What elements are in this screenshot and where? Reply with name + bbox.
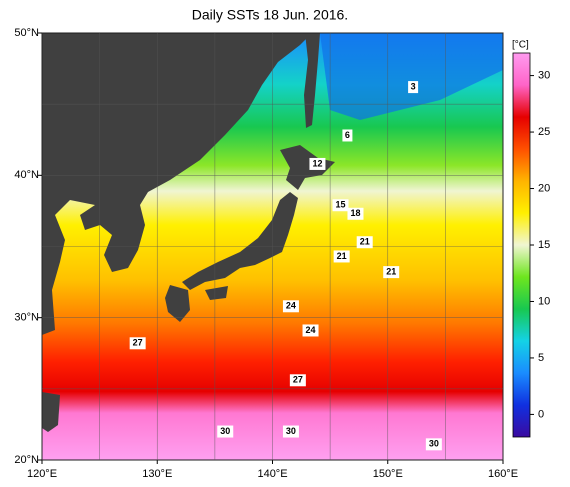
contour-label: 18 bbox=[347, 207, 364, 220]
contour-label-box bbox=[347, 207, 364, 220]
contour-label: 15 bbox=[332, 199, 349, 212]
hokkaido bbox=[280, 145, 335, 190]
contour-label-text: 30 bbox=[220, 426, 230, 436]
contour-label-box bbox=[408, 81, 419, 94]
contour-label-box bbox=[289, 374, 306, 387]
contour-label: 27 bbox=[289, 374, 306, 387]
contour-label-box bbox=[302, 324, 319, 337]
contour-label: 12 bbox=[309, 157, 326, 170]
x-tick-label: 140°E bbox=[257, 468, 287, 480]
colorbar-label: 5 bbox=[538, 352, 544, 364]
contour-label-text: 27 bbox=[293, 375, 303, 385]
contour-label: 21 bbox=[333, 250, 350, 263]
colorbar-label: 15 bbox=[538, 239, 550, 251]
colorbar-label: 30 bbox=[538, 69, 550, 81]
contour-label-text: 18 bbox=[350, 208, 360, 218]
contour-label-box bbox=[282, 300, 299, 313]
contour-label-text: 24 bbox=[286, 301, 296, 311]
contour-label-text: 30 bbox=[429, 439, 439, 449]
y-tick-label: 30°N bbox=[14, 312, 39, 324]
contour-label-text: 3 bbox=[411, 81, 416, 91]
y-tick-label: 20°N bbox=[14, 454, 39, 466]
contour-label-box bbox=[425, 438, 442, 451]
cold-water bbox=[320, 33, 503, 120]
kyushu bbox=[165, 285, 190, 322]
x-tick-label: 150°E bbox=[373, 468, 403, 480]
contour-label-text: 15 bbox=[335, 200, 345, 210]
asia-mainland bbox=[42, 33, 312, 335]
map-title: Daily SSTs 18 Jun. 2016. bbox=[192, 7, 348, 23]
x-tick-label: 130°E bbox=[142, 468, 172, 480]
contour-label-box bbox=[342, 129, 353, 142]
colorbar bbox=[512, 52, 531, 438]
contour-label-text: 27 bbox=[133, 338, 143, 348]
land bbox=[42, 33, 335, 432]
contour-label-box bbox=[332, 199, 349, 212]
contour-label: 21 bbox=[383, 266, 400, 279]
contour-label-box bbox=[282, 425, 299, 438]
colorbar-label: 25 bbox=[538, 126, 550, 138]
contour-label-box bbox=[383, 266, 400, 279]
colorbar-label: 0 bbox=[538, 408, 544, 420]
contour-label-text: 6 bbox=[345, 130, 350, 140]
contour-label: 30 bbox=[217, 425, 234, 438]
colorbar-unit: [°C] bbox=[512, 40, 529, 51]
contour-label: 6 bbox=[342, 129, 353, 142]
contour-label: 27 bbox=[129, 337, 146, 350]
contour-label-box bbox=[356, 236, 373, 249]
x-tick-label: 120°E bbox=[27, 468, 57, 480]
shikoku bbox=[205, 286, 228, 300]
colorbar-label: 10 bbox=[538, 295, 550, 307]
contour-label: 3 bbox=[408, 81, 419, 94]
contour-label: 21 bbox=[356, 236, 373, 249]
taiwan bbox=[42, 392, 60, 432]
y-tick-label: 40°N bbox=[14, 169, 39, 181]
contour-label-text: 24 bbox=[306, 325, 316, 335]
y-tick-label: 50°N bbox=[14, 27, 39, 39]
x-tick-label: 160°E bbox=[488, 468, 518, 480]
contour-label: 24 bbox=[282, 300, 299, 313]
contour-label: 24 bbox=[302, 324, 319, 337]
contour-label-text: 21 bbox=[337, 251, 347, 261]
contour-label-text: 21 bbox=[386, 266, 396, 276]
contour-label-text: 12 bbox=[312, 158, 322, 168]
contour-label-text: 21 bbox=[360, 237, 370, 247]
contour-label-box bbox=[333, 250, 350, 263]
contour-label-box bbox=[129, 337, 146, 350]
contour-label-text: 30 bbox=[286, 426, 296, 436]
contour-label: 30 bbox=[425, 438, 442, 451]
colorbar-label: 20 bbox=[538, 182, 550, 194]
contour-label-box bbox=[217, 425, 234, 438]
contour-label-box bbox=[309, 157, 326, 170]
contour-label: 30 bbox=[282, 425, 299, 438]
honshu bbox=[182, 192, 298, 290]
